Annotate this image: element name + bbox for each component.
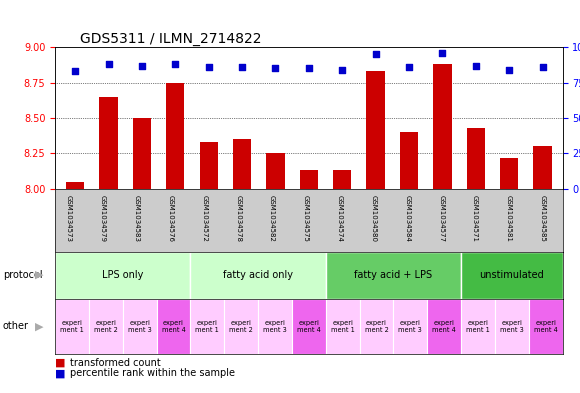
Point [104, 61, 113, 67]
Bar [427, 299, 461, 354]
Bar [300, 170, 318, 189]
Text: transformed count: transformed count [70, 358, 160, 368]
Text: GSM1034572: GSM1034572 [201, 195, 208, 242]
Text: ■: ■ [55, 358, 66, 368]
Point [171, 61, 180, 67]
Point [137, 62, 147, 69]
Bar [157, 299, 190, 354]
Point [471, 62, 480, 69]
Bar [266, 153, 285, 189]
Bar [166, 83, 184, 189]
Text: GSM1034582: GSM1034582 [269, 195, 275, 242]
Text: protocol: protocol [3, 270, 42, 280]
Text: GSM1034577: GSM1034577 [438, 195, 444, 242]
Point [338, 67, 347, 73]
Bar [360, 299, 393, 354]
Text: GDS5311 / ILMN_2714822: GDS5311 / ILMN_2714822 [81, 32, 262, 46]
Text: experi
ment 1: experi ment 1 [331, 320, 354, 333]
Text: experi
ment 2: experi ment 2 [94, 320, 118, 333]
Text: ▶: ▶ [35, 321, 44, 331]
Bar [190, 299, 224, 354]
Text: GSM1034576: GSM1034576 [168, 195, 173, 242]
Text: experi
ment 1: experi ment 1 [195, 320, 219, 333]
Text: GSM1034574: GSM1034574 [336, 195, 343, 242]
Bar [461, 299, 495, 354]
Bar [292, 299, 326, 354]
Text: ■: ■ [55, 368, 66, 378]
Text: experi
ment 3: experi ment 3 [500, 320, 524, 333]
Text: experi
ment 1: experi ment 1 [466, 320, 490, 333]
Point [404, 64, 414, 70]
Bar [224, 299, 258, 354]
Bar [190, 252, 326, 299]
Bar [333, 170, 351, 189]
Text: experi
ment 1: experi ment 1 [60, 320, 84, 333]
Bar [326, 299, 360, 354]
Text: fatty acid + LPS: fatty acid + LPS [354, 270, 433, 280]
Point [538, 64, 547, 70]
Bar [433, 64, 452, 189]
Text: GSM1034580: GSM1034580 [371, 195, 376, 242]
Bar [66, 182, 84, 189]
Bar [55, 299, 89, 354]
Bar [529, 299, 563, 354]
Point [371, 51, 380, 57]
Text: experi
ment 2: experi ment 2 [365, 320, 389, 333]
Text: experi
ment 3: experi ment 3 [263, 320, 287, 333]
Text: experi
ment 4: experi ment 4 [534, 320, 557, 333]
Point [505, 67, 514, 73]
Text: experi
ment 2: experi ment 2 [229, 320, 253, 333]
Text: percentile rank within the sample: percentile rank within the sample [70, 368, 234, 378]
Bar [200, 142, 218, 189]
Point [304, 65, 314, 72]
Bar [393, 299, 427, 354]
Text: experi
ment 4: experi ment 4 [432, 320, 456, 333]
Text: LPS only: LPS only [102, 270, 143, 280]
Text: experi
ment 4: experi ment 4 [297, 320, 321, 333]
Text: GSM1034583: GSM1034583 [133, 195, 140, 242]
Text: experi
ment 3: experi ment 3 [128, 320, 151, 333]
Point [438, 50, 447, 56]
Text: GSM1034584: GSM1034584 [404, 195, 411, 242]
Text: GSM1034581: GSM1034581 [506, 195, 512, 242]
Bar [500, 158, 519, 189]
Text: experi
ment 3: experi ment 3 [398, 320, 422, 333]
Text: GSM1034573: GSM1034573 [66, 195, 72, 242]
Point [204, 64, 213, 70]
Text: GSM1034578: GSM1034578 [235, 195, 241, 242]
Text: GSM1034571: GSM1034571 [472, 195, 478, 242]
Bar [133, 118, 151, 189]
Bar [99, 97, 118, 189]
Bar [495, 299, 529, 354]
Bar [258, 299, 292, 354]
Bar [55, 252, 190, 299]
Bar [461, 252, 563, 299]
Bar [326, 252, 461, 299]
Point [71, 68, 80, 74]
Bar [466, 128, 485, 189]
Bar [367, 71, 385, 189]
Text: GSM1034585: GSM1034585 [539, 195, 546, 242]
Text: unstimulated: unstimulated [480, 270, 544, 280]
Bar [400, 132, 418, 189]
Text: GSM1034575: GSM1034575 [303, 195, 309, 242]
Point [237, 64, 246, 70]
Text: ▶: ▶ [35, 270, 44, 280]
Text: fatty acid only: fatty acid only [223, 270, 293, 280]
Point [271, 65, 280, 72]
Text: GSM1034579: GSM1034579 [100, 195, 106, 242]
Bar [233, 139, 251, 189]
Bar [89, 299, 123, 354]
Bar [123, 299, 157, 354]
Text: other: other [3, 321, 29, 331]
Bar [534, 146, 552, 189]
Text: experi
ment 4: experi ment 4 [162, 320, 186, 333]
